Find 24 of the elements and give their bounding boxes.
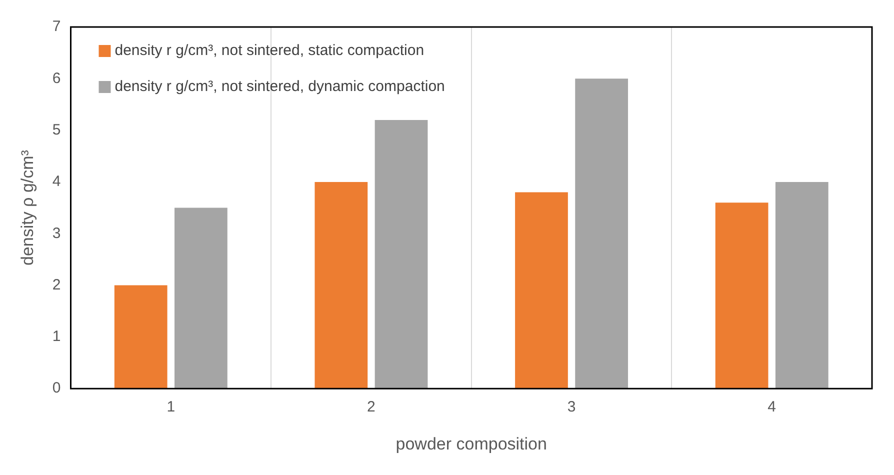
legend-label: density r g/cm³, not sintered, dynamic compaction	[114, 78, 445, 96]
y-tick-label: 1	[52, 328, 61, 346]
x-axis-title: powder composition	[396, 434, 547, 454]
x-tick-label: 4	[768, 398, 776, 416]
y-tick-label: 4	[52, 173, 61, 190]
y-tick-label: 6	[52, 70, 61, 87]
x-tick-label: 2	[367, 398, 376, 416]
bar	[314, 182, 368, 389]
bar	[575, 78, 628, 389]
y-tick-label: 0	[52, 380, 61, 397]
y-tick-label: 7	[52, 18, 61, 36]
bar	[515, 192, 568, 389]
x-tick-label: 3	[567, 398, 576, 416]
bar	[715, 202, 768, 389]
bar	[374, 120, 428, 389]
y-tick-label: 3	[52, 224, 61, 242]
legend-label: density r g/cm³, not sintered, static compaction	[114, 42, 424, 60]
y-axis-title: density ρ g/cm³	[18, 150, 37, 266]
x-tick-label: 1	[166, 398, 176, 416]
y-tick-label: 5	[52, 121, 61, 138]
y-tick-label: 2	[52, 276, 61, 294]
bar	[174, 208, 228, 389]
bar	[114, 285, 168, 389]
bar	[775, 182, 828, 389]
